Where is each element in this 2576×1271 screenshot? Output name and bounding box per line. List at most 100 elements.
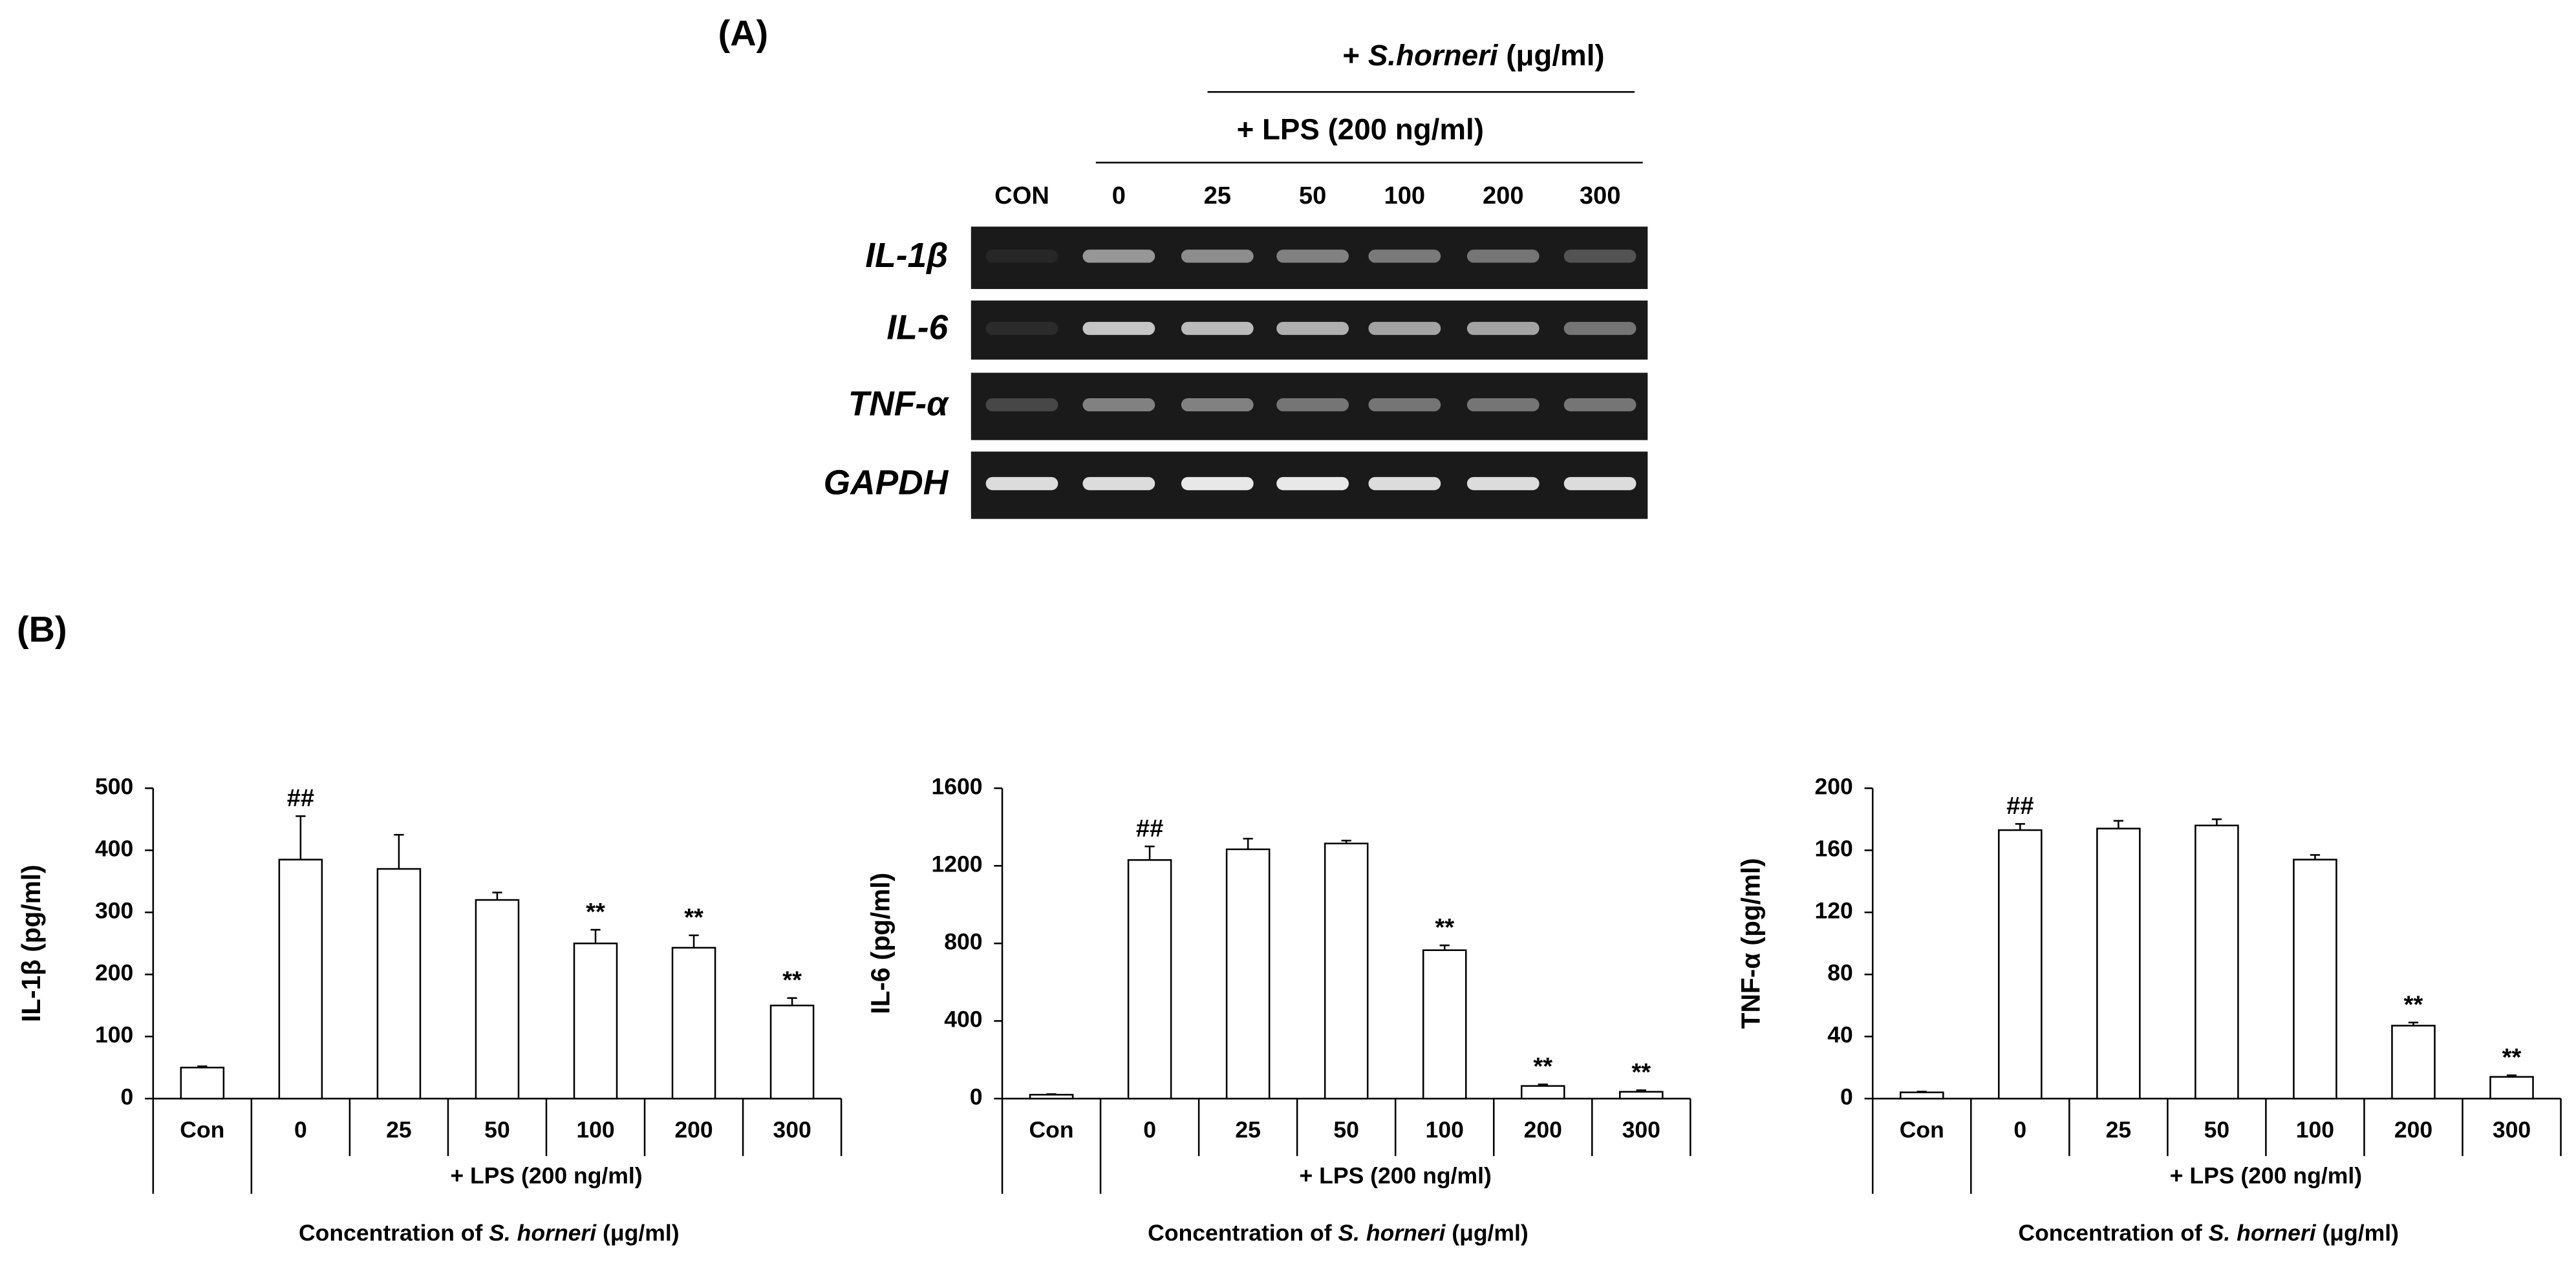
significance-label: **	[2502, 1044, 2522, 1071]
gel-band	[1181, 250, 1254, 263]
gel-band	[1563, 321, 1637, 336]
gel-band	[1181, 476, 1254, 491]
x-tick-label: 0	[294, 1116, 307, 1142]
x-label-after: (μg/ml)	[2322, 1221, 2399, 1246]
x-label-italic: S. horneri	[2209, 1221, 2317, 1246]
significance-label: ##	[2006, 793, 2034, 820]
bar	[1029, 1094, 1074, 1100]
gel-band	[1276, 398, 1349, 412]
gel-band	[985, 398, 1058, 412]
significance-label: **	[1533, 1053, 1552, 1080]
y-tick-label: 400	[95, 836, 133, 862]
significance-label: ##	[1136, 815, 1163, 842]
gel-band	[985, 321, 1058, 336]
gel-band	[1082, 476, 1155, 491]
treatment-unit: (μg/ml)	[1506, 39, 1604, 72]
y-axis-label: TNF-α (pg/ml)	[1736, 858, 1766, 1029]
lane-label: 100	[1384, 182, 1426, 209]
bar	[1422, 949, 1467, 1100]
gel-band	[1368, 250, 1441, 263]
bar	[1225, 848, 1271, 1100]
gel-band	[1181, 321, 1254, 336]
gel-band	[1368, 398, 1441, 412]
gel-band	[1082, 398, 1155, 412]
bar	[1899, 1091, 1944, 1100]
gel-band	[1466, 321, 1540, 336]
y-axis-label: IL-1β (pg/ml)	[16, 864, 46, 1022]
x-tick-label: 300	[2493, 1116, 2531, 1142]
gene-label: IL-6	[886, 309, 948, 347]
panel-label: (A)	[718, 13, 769, 54]
significance-label: **	[2404, 991, 2423, 1018]
bar	[2195, 824, 2239, 1100]
treatment-name: S.horneri	[1368, 39, 1499, 72]
bar	[278, 859, 323, 1100]
x-axis-label: Concentration of S. horneri (μg/ml)	[2018, 1221, 2399, 1246]
gel-band	[985, 476, 1058, 491]
lane-label: 300	[1580, 182, 1621, 209]
y-tick-label: 0	[1840, 1084, 1853, 1110]
bar	[1619, 1091, 1664, 1100]
y-tick-label: 800	[944, 929, 982, 955]
bar	[180, 1067, 225, 1100]
lane-label: 25	[1204, 182, 1231, 209]
gel-band	[1276, 321, 1349, 336]
significance-label: ##	[287, 785, 314, 812]
x-tick-label: 50	[1333, 1116, 1359, 1142]
x-axis-label: Concentration of S. horneri (μg/ml)	[1148, 1221, 1529, 1246]
gel-band	[985, 250, 1058, 263]
significance-label: **	[782, 967, 802, 994]
x-tick-label: 25	[386, 1116, 412, 1142]
x-label-before: Concentration of	[2018, 1221, 2202, 1246]
x-tick-label: Con	[1029, 1116, 1073, 1142]
bar	[2489, 1076, 2534, 1100]
x-axis-label: Concentration of S. horneri (μg/ml)	[299, 1221, 680, 1246]
bar	[573, 942, 618, 1100]
bar	[475, 899, 520, 1100]
bar	[376, 868, 422, 1100]
y-tick-label: 0	[970, 1084, 983, 1110]
gel-band	[1563, 476, 1637, 491]
lane-label: 200	[1483, 182, 1524, 209]
y-tick-label: 100	[95, 1022, 133, 1048]
x-tick-label: 100	[2296, 1116, 2334, 1142]
lps-label: + LPS (200 ng/ml)	[1237, 112, 1484, 145]
y-tick-label: 300	[95, 898, 133, 924]
x-label-before: Concentration of	[299, 1221, 483, 1246]
gene-label: IL-1β	[865, 237, 948, 275]
lane-label: 0	[1112, 182, 1126, 209]
bar	[671, 946, 716, 1100]
gene-label: TNF-α	[848, 385, 949, 423]
x-label-italic: S. horneri	[489, 1221, 597, 1246]
x-tick-label: 200	[1524, 1116, 1562, 1142]
bar	[1324, 842, 1369, 1100]
treatment-label: + S.horneri (μg/ml)	[1342, 39, 1604, 72]
lane-label: CON	[994, 182, 1049, 209]
gel-band	[1563, 250, 1637, 263]
bar	[1998, 829, 2043, 1100]
x-tick-label: 25	[2106, 1116, 2132, 1142]
x-tick-label: 100	[1426, 1116, 1464, 1142]
gel-band	[1466, 476, 1540, 491]
gel-band	[1082, 321, 1155, 336]
gel-band	[1276, 250, 1349, 263]
gel-band	[1276, 476, 1349, 491]
y-tick-label: 1600	[931, 774, 982, 800]
x-label-after: (μg/ml)	[1452, 1221, 1529, 1246]
significance-label: **	[1435, 914, 1454, 941]
y-tick-label: 500	[95, 774, 133, 800]
gel-band	[1368, 476, 1441, 491]
x-tick-label: 300	[1622, 1116, 1660, 1142]
significance-label: **	[684, 904, 703, 931]
y-tick-label: 1200	[931, 851, 982, 877]
bar	[769, 1005, 815, 1100]
gene-label: GAPDH	[824, 464, 949, 502]
y-tick-label: 400	[944, 1007, 982, 1032]
gel-band	[1082, 250, 1155, 263]
gel-band	[1181, 398, 1254, 412]
x-label-italic: S. horneri	[1338, 1221, 1446, 1246]
significance-label: **	[586, 899, 605, 926]
bar	[2391, 1025, 2436, 1100]
gel-band	[1563, 398, 1637, 412]
